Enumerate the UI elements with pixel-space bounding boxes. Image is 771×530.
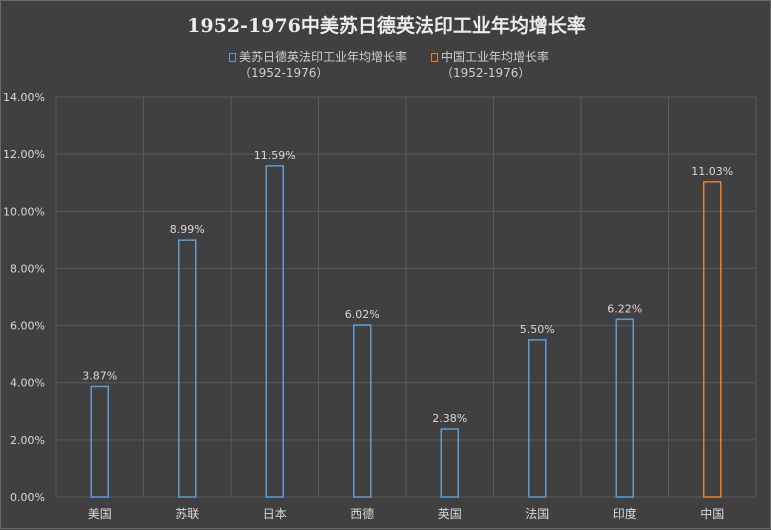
chart-title: 1952-1976中美苏日德英法印工业年均增长率 — [187, 15, 586, 37]
y-tick-label: 4.00% — [10, 377, 45, 390]
bar-series-1 — [90, 385, 109, 498]
legend-sublabel-series-1: （1952-1976） — [239, 66, 329, 80]
bar-series-1 — [265, 165, 284, 498]
y-tick-label: 0.00% — [10, 491, 45, 504]
x-tick-label: 西德 — [350, 506, 374, 521]
x-tick-label: 美国 — [88, 507, 112, 521]
legend-label-series-2: 中国工业年均增长率 — [441, 50, 550, 64]
data-label: 5.50% — [520, 323, 555, 336]
y-tick-label: 6.00% — [10, 320, 45, 333]
legend-label-series-1: 美苏日德英法印工业年均增长率 — [239, 50, 408, 64]
bar-series-1 — [178, 239, 197, 498]
data-label: 6.22% — [607, 302, 642, 315]
y-tick-label: 10.00% — [3, 205, 45, 218]
data-label: 3.87% — [82, 369, 117, 382]
y-tick-label: 8.00% — [10, 262, 45, 275]
bar-series-1 — [615, 318, 634, 498]
y-tick-label: 2.00% — [10, 434, 45, 447]
x-tick-label: 苏联 — [175, 507, 199, 521]
x-tick-label: 印度 — [613, 506, 637, 521]
x-tick-label: 中国 — [700, 506, 724, 521]
x-tick-label: 法国 — [525, 507, 549, 521]
bar-series-1 — [528, 339, 547, 498]
x-tick-label: 英国 — [438, 507, 462, 521]
data-label: 6.02% — [345, 308, 380, 321]
x-tick-label: 日本 — [263, 507, 287, 521]
bar-series-1 — [440, 428, 459, 498]
legend-swatch-series-1 — [229, 53, 236, 62]
y-tick-label: 14.00% — [3, 91, 45, 104]
bar-series-2 — [703, 181, 722, 498]
data-label: 11.59% — [254, 149, 296, 162]
legend-sublabel-series-2: （1952-1976） — [441, 66, 531, 80]
data-label: 8.99% — [170, 223, 205, 236]
y-tick-label: 12.00% — [3, 148, 45, 161]
data-label: 2.38% — [432, 412, 467, 425]
bar-series-1 — [353, 324, 372, 498]
data-label: 11.03% — [691, 165, 733, 178]
legend-swatch-series-2 — [431, 53, 438, 62]
